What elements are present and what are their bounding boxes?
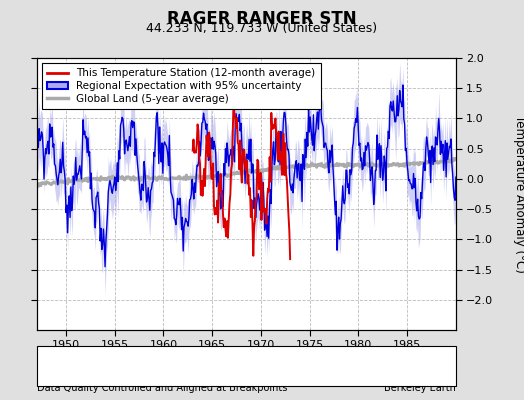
Text: ◆: ◆ <box>42 359 50 369</box>
Text: ▼: ▼ <box>241 359 249 369</box>
Text: Data Quality Controlled and Aligned at Breakpoints: Data Quality Controlled and Aligned at B… <box>37 383 287 393</box>
Text: Empirical Break: Empirical Break <box>380 359 456 369</box>
Legend: This Temperature Station (12-month average), Regional Expectation with 95% uncer: This Temperature Station (12-month avera… <box>42 63 321 109</box>
Text: Time of Obs. Change: Time of Obs. Change <box>252 359 353 369</box>
Text: RAGER RANGER STN: RAGER RANGER STN <box>167 10 357 28</box>
Text: Record Gap: Record Gap <box>160 359 216 369</box>
Text: 44.233 N, 119.733 W (United States): 44.233 N, 119.733 W (United States) <box>146 22 378 35</box>
Text: ■: ■ <box>369 359 380 369</box>
Text: Station Move: Station Move <box>52 359 116 369</box>
Y-axis label: Temperature Anomaly (°C): Temperature Anomaly (°C) <box>513 115 524 273</box>
Text: ▲: ▲ <box>149 359 158 369</box>
Text: Berkeley Earth: Berkeley Earth <box>384 383 456 393</box>
